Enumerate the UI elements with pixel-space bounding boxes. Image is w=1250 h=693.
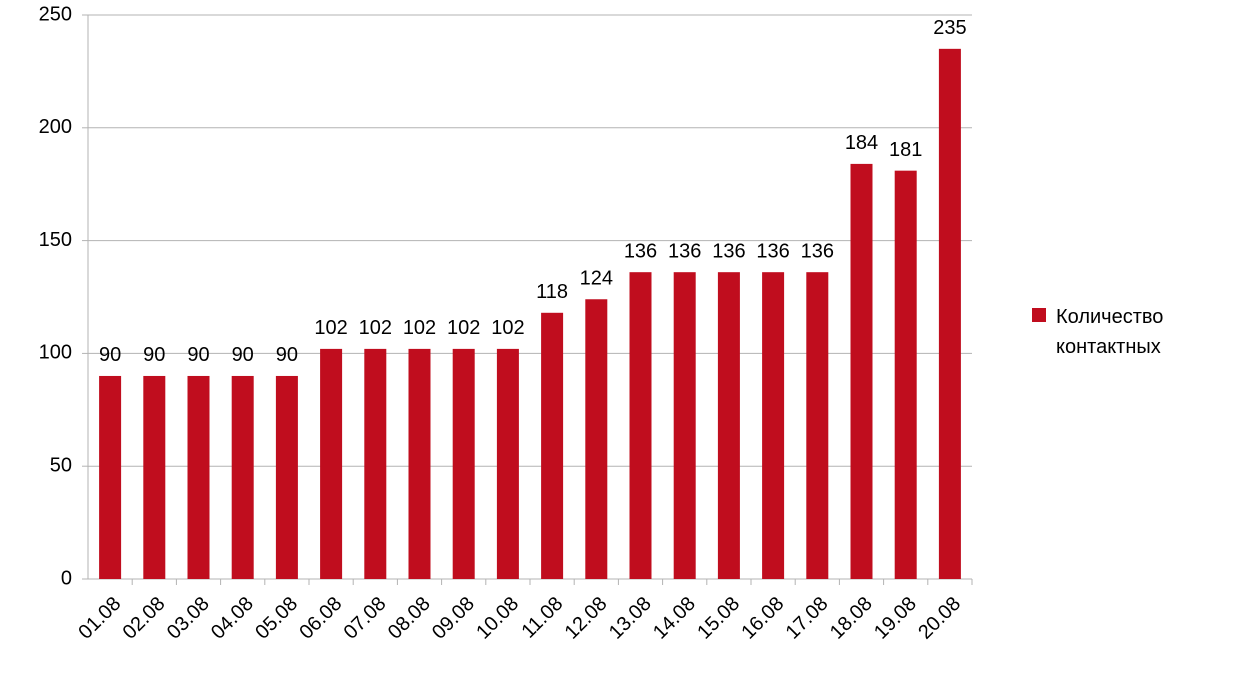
x-tick-label: 12.08 <box>561 593 612 644</box>
bar <box>806 272 829 579</box>
x-tick-label: 02.08 <box>119 593 170 644</box>
legend-label: Количество контактных <box>1056 306 1164 358</box>
x-tick-label: 09.08 <box>428 593 479 644</box>
x-tick-label: 17.08 <box>782 593 833 644</box>
x-tick-label: 13.08 <box>605 593 656 644</box>
x-tick-label: 16.08 <box>737 593 788 644</box>
data-label: 124 <box>580 268 613 290</box>
x-tick-label: 01.08 <box>74 593 125 644</box>
bar <box>364 348 387 579</box>
data-label: 90 <box>99 344 121 366</box>
data-label: 90 <box>143 344 165 366</box>
bar <box>629 272 652 579</box>
data-label: 235 <box>933 17 966 39</box>
bar <box>231 375 254 579</box>
y-tick-label: 200 <box>39 116 72 138</box>
data-label: 184 <box>845 132 878 154</box>
bar <box>275 375 298 579</box>
bar <box>673 272 696 579</box>
data-label: 136 <box>668 240 701 262</box>
data-label: 181 <box>889 139 922 161</box>
data-label: 90 <box>276 344 298 366</box>
x-tick-label: 19.08 <box>870 593 921 644</box>
data-label: 102 <box>403 317 436 339</box>
bar <box>850 163 873 579</box>
bar <box>187 375 210 579</box>
bar <box>894 170 917 579</box>
bar <box>99 375 122 579</box>
y-tick-label: 50 <box>50 454 72 476</box>
chart: 0 50 100 150 200 250 01.08 90 02.08 90 03.08 90 04.0… <box>39 3 973 644</box>
x-tick-label: 07.08 <box>340 593 391 644</box>
bar <box>143 375 166 579</box>
data-label: 90 <box>232 344 254 366</box>
legend-swatch <box>1032 308 1046 322</box>
x-tick-label: 15.08 <box>693 593 744 644</box>
y-tick-label: 100 <box>39 342 72 364</box>
x-tick-label: 14.08 <box>649 593 700 644</box>
x-tick-label: 10.08 <box>472 593 523 644</box>
y-tick-label: 0 <box>61 567 72 589</box>
x-tick-label: 05.08 <box>251 593 302 644</box>
data-label: 118 <box>536 281 568 303</box>
data-label: 90 <box>187 344 209 366</box>
bar <box>585 299 608 579</box>
bar <box>408 348 431 579</box>
bar <box>496 348 519 579</box>
bar <box>717 272 740 579</box>
data-label: 102 <box>491 317 524 339</box>
y-tick-label: 150 <box>39 229 72 251</box>
bar <box>541 312 564 579</box>
y-tick-label: 250 <box>39 3 72 25</box>
data-label: 102 <box>314 317 347 339</box>
x-tick-label: 18.08 <box>826 593 877 644</box>
x-tick-label: 11.08 <box>517 593 567 643</box>
x-tick-label: 03.08 <box>163 593 214 644</box>
data-label: 102 <box>359 317 392 339</box>
x-tick-label: 08.08 <box>384 593 435 644</box>
x-tick-label: 20.08 <box>914 593 965 644</box>
x-tick-label: 04.08 <box>207 593 258 644</box>
data-label: 102 <box>447 317 480 339</box>
bar <box>762 272 785 579</box>
x-tick-label: 06.08 <box>295 593 346 644</box>
data-label: 136 <box>801 240 834 262</box>
data-label: 136 <box>756 240 789 262</box>
bar <box>938 48 961 579</box>
data-label: 136 <box>624 240 657 262</box>
legend: Количество контактных <box>1032 302 1206 362</box>
data-label: 136 <box>712 240 745 262</box>
bar <box>452 348 475 579</box>
bar <box>320 348 343 579</box>
